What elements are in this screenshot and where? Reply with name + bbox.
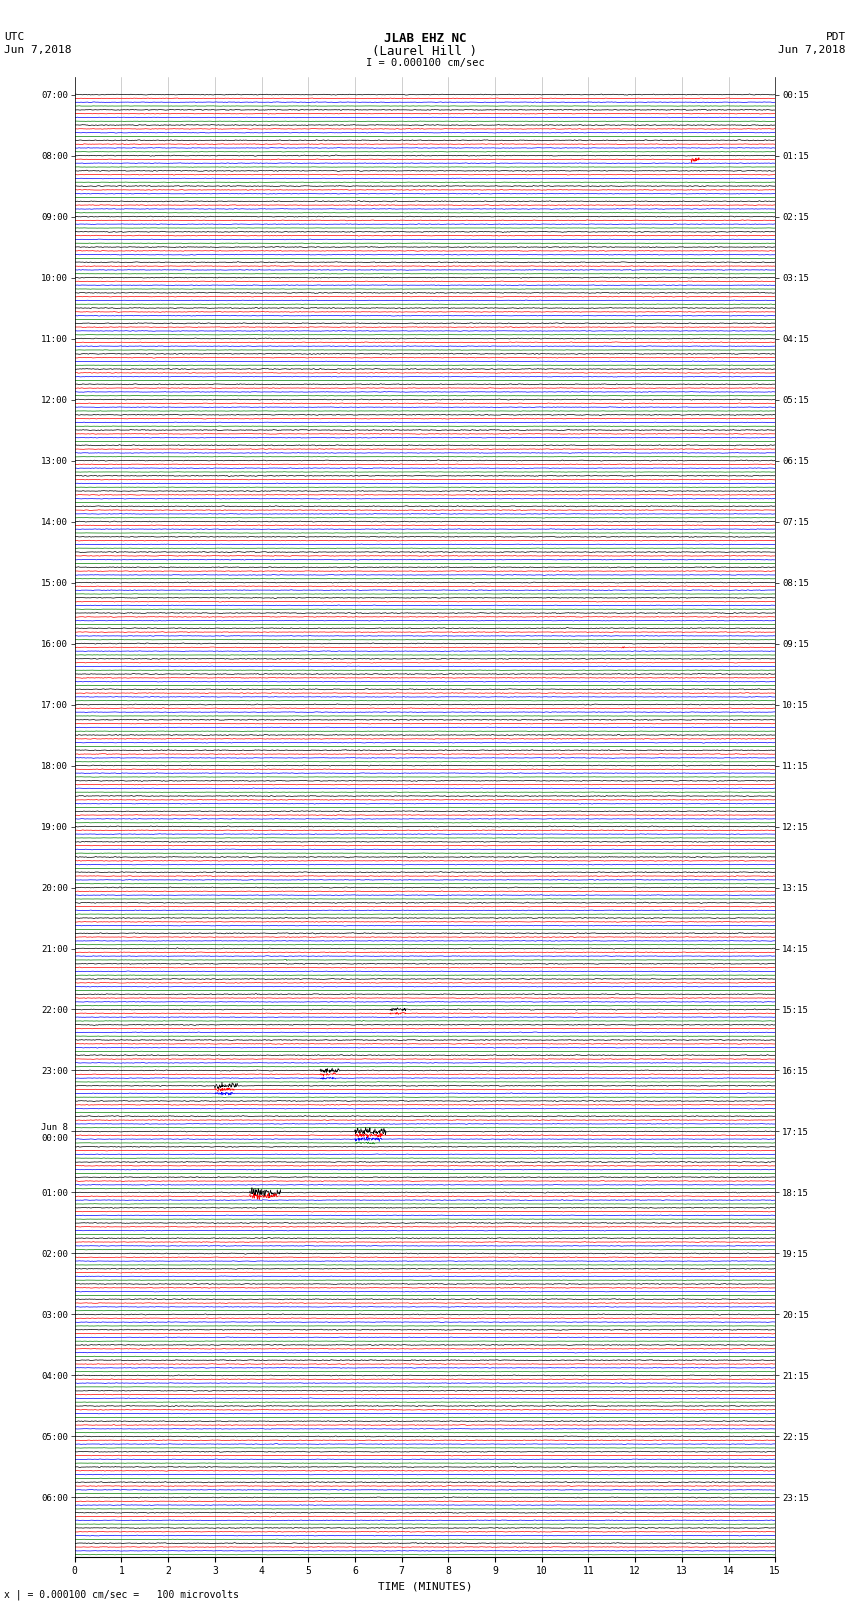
Text: I = 0.000100 cm/sec: I = 0.000100 cm/sec [366,58,484,68]
Text: JLAB EHZ NC: JLAB EHZ NC [383,32,467,45]
Text: (Laurel Hill ): (Laurel Hill ) [372,45,478,58]
Text: Jun 7,2018: Jun 7,2018 [779,45,846,55]
X-axis label: TIME (MINUTES): TIME (MINUTES) [377,1582,473,1592]
Text: Jun 7,2018: Jun 7,2018 [4,45,71,55]
Text: UTC: UTC [4,32,25,42]
Text: PDT: PDT [825,32,846,42]
Text: x | = 0.000100 cm/sec =   100 microvolts: x | = 0.000100 cm/sec = 100 microvolts [4,1589,239,1600]
